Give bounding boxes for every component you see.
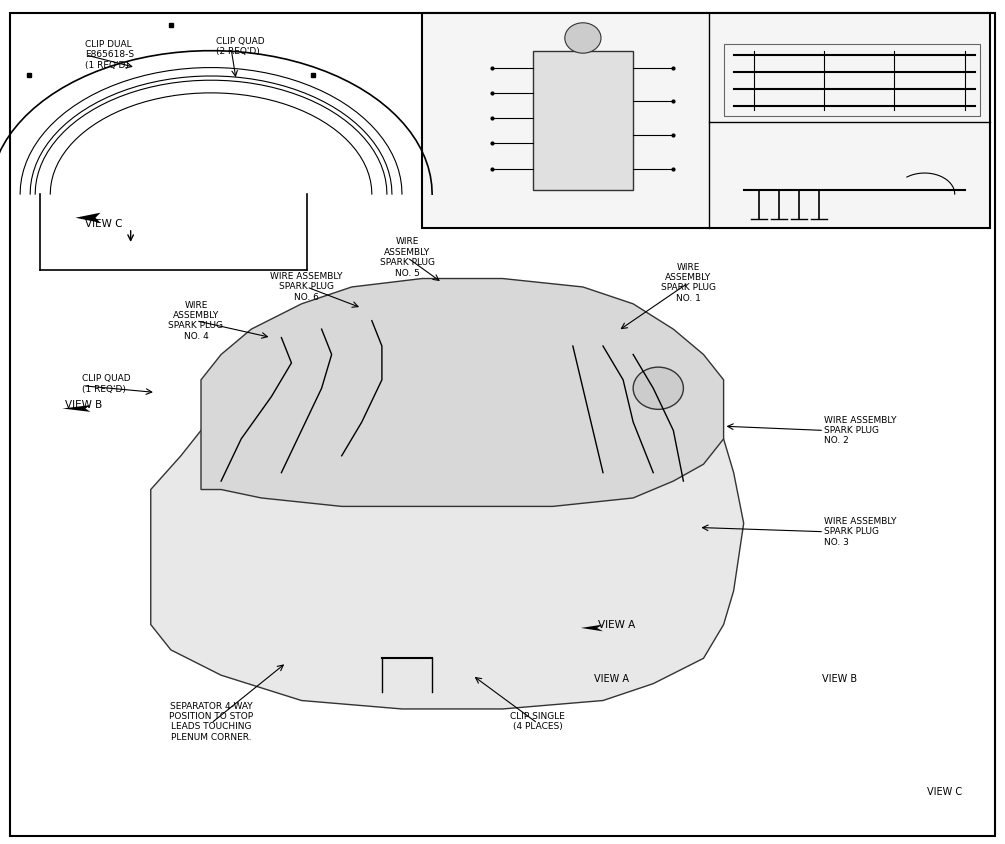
Bar bbox=[533, 51, 633, 190]
Text: WIRE
ASSEMBLY
SPARK PLUG
NO. 1: WIRE ASSEMBLY SPARK PLUG NO. 1 bbox=[661, 262, 716, 303]
Text: CLIP SINGLE
(4 PLACES): CLIP SINGLE (4 PLACES) bbox=[511, 712, 565, 731]
Circle shape bbox=[565, 23, 601, 53]
Text: VIEW A: VIEW A bbox=[594, 674, 628, 684]
Polygon shape bbox=[75, 213, 100, 223]
Text: VIEW B: VIEW B bbox=[822, 674, 856, 684]
Text: SEPARATOR 4-WAY
POSITION TO STOP
LEADS TOUCHING
PLENUM CORNER.: SEPARATOR 4-WAY POSITION TO STOP LEADS T… bbox=[169, 701, 253, 742]
Polygon shape bbox=[151, 329, 744, 709]
Text: WIRE ASSEMBLY
SPARK PLUG
NO. 6: WIRE ASSEMBLY SPARK PLUG NO. 6 bbox=[270, 272, 343, 302]
Text: WIRE
ASSEMBLY
SPARK PLUG
NO. 5: WIRE ASSEMBLY SPARK PLUG NO. 5 bbox=[380, 237, 434, 278]
Text: CLIP DUAL
E865618-S
(1 REQ'D): CLIP DUAL E865618-S (1 REQ'D) bbox=[85, 40, 135, 70]
Text: WIRE ASSEMBLY
SPARK PLUG
NO. 3: WIRE ASSEMBLY SPARK PLUG NO. 3 bbox=[824, 517, 896, 547]
Text: CLIP QUAD
(1 REQ'D): CLIP QUAD (1 REQ'D) bbox=[82, 375, 131, 393]
Text: WIRE ASSEMBLY
SPARK PLUG
NO. 2: WIRE ASSEMBLY SPARK PLUG NO. 2 bbox=[824, 415, 896, 446]
Text: VIEW B: VIEW B bbox=[65, 400, 103, 410]
Text: VIEW C: VIEW C bbox=[85, 219, 123, 229]
Text: VIEW A: VIEW A bbox=[598, 619, 635, 630]
Polygon shape bbox=[201, 279, 724, 506]
Text: WIRE
ASSEMBLY
SPARK PLUG
NO. 4: WIRE ASSEMBLY SPARK PLUG NO. 4 bbox=[169, 300, 223, 341]
Text: VIEW C: VIEW C bbox=[928, 787, 962, 797]
Bar bbox=[422, 13, 990, 228]
Bar bbox=[724, 44, 980, 116]
Circle shape bbox=[633, 367, 683, 409]
Text: CLIP QUAD
(2 REQ'D): CLIP QUAD (2 REQ'D) bbox=[216, 37, 264, 56]
Polygon shape bbox=[581, 625, 603, 631]
Polygon shape bbox=[62, 405, 90, 412]
